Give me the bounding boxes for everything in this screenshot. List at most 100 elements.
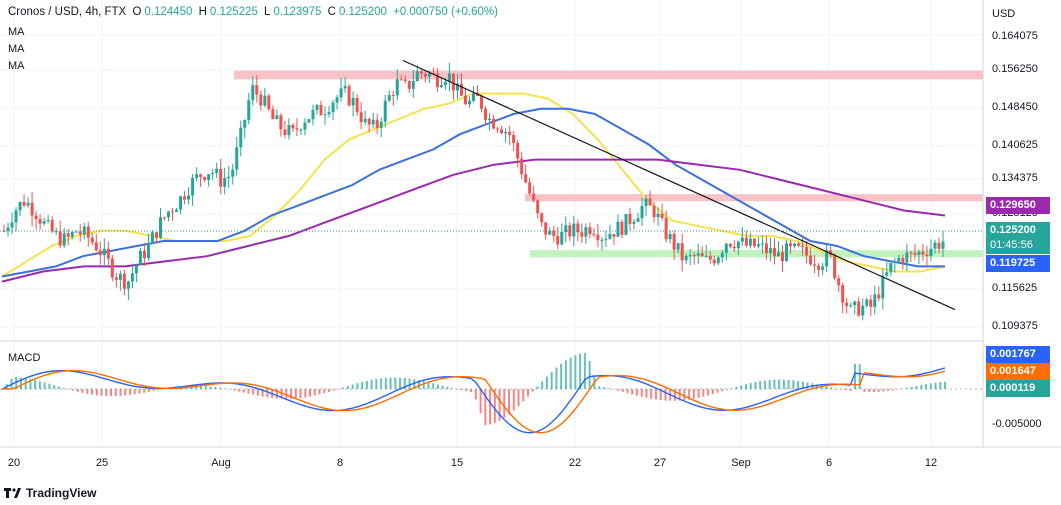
candle-up [668, 233, 672, 240]
candle-down [540, 213, 544, 223]
candle-up [881, 275, 885, 299]
time-tick: 15 [450, 457, 464, 469]
macd-histogram-bar [256, 389, 259, 396]
candle-up [150, 232, 154, 244]
candle-down [612, 234, 616, 237]
macd-signal-line [2, 369, 946, 434]
candle-down [516, 143, 520, 159]
candle-up [776, 252, 780, 257]
macd-histogram-bar [81, 389, 84, 393]
candle-down [628, 214, 632, 224]
macd-histogram-bar [735, 386, 738, 389]
last-price-tag: 0.125200 01:45:56 [986, 222, 1050, 254]
candle-down [423, 73, 427, 77]
brand[interactable]: TradingView [4, 486, 96, 500]
macd-histogram-bar [526, 389, 529, 397]
candle-up [126, 281, 130, 289]
macd-histogram-bar [872, 389, 875, 393]
candle-up [785, 243, 788, 262]
candle-down [648, 198, 652, 206]
trendline-segment [402, 59, 956, 311]
candle-down [937, 242, 941, 249]
macd-histogram-bar [124, 389, 127, 396]
macd-histogram-bar [337, 389, 340, 390]
candle-down [78, 231, 82, 235]
macd-histogram-bar [484, 389, 487, 426]
indicator-ma-3[interactable]: MA [8, 60, 25, 72]
macd-histogram-bar [441, 385, 444, 389]
macd-histogram-bar [147, 389, 150, 392]
candle-up [239, 127, 243, 148]
symbol-label[interactable]: Cronos / USD, 4h, FTX [8, 6, 127, 18]
candle-down [407, 80, 411, 89]
candle-up [636, 218, 640, 222]
macd-histogram-bar [43, 382, 46, 389]
macd-histogram-bar [62, 387, 65, 389]
macd-histogram-bar [579, 353, 582, 389]
macd-pane[interactable] [0, 352, 983, 434]
candle-up [740, 237, 744, 242]
macd-histogram-bar [228, 389, 231, 390]
candle-up [865, 299, 869, 306]
macd-histogram-bar [754, 381, 757, 389]
indicator-ma-1[interactable]: MA [8, 26, 25, 38]
macd-histogram-bar [574, 355, 577, 389]
candle-up [716, 257, 720, 264]
candle-down [829, 250, 833, 255]
candles[interactable] [2, 62, 945, 321]
indicator-ma-2[interactable]: MA [8, 43, 25, 55]
candle-up [231, 169, 235, 177]
time-tick: 8 [336, 457, 344, 469]
macd-tick: -0.005000 [992, 418, 1042, 430]
time-tick: 22 [568, 457, 582, 469]
time-tick: Sep [731, 457, 751, 469]
macd-histogram-bar [564, 360, 567, 389]
grid [0, 0, 983, 447]
candle-up [696, 253, 700, 256]
macd-histogram-bar [86, 389, 89, 394]
macd-histogram-bar [242, 389, 245, 393]
candle-up [311, 109, 315, 120]
macd-histogram-bar [109, 389, 112, 397]
candle-down [500, 129, 504, 134]
macd-histogram-bar [801, 381, 804, 389]
candle-down [544, 222, 548, 235]
trendline[interactable] [402, 59, 956, 311]
candle-down [789, 243, 793, 247]
macd-histogram-bar [602, 387, 605, 389]
candle-down [90, 237, 94, 243]
candle-up [885, 272, 889, 276]
candle-up [640, 205, 644, 219]
countdown-value: 01:45:56 [990, 239, 1033, 251]
macd-histogram-bar [157, 389, 160, 391]
macd-histogram-bar [588, 361, 591, 389]
ma-mid-tag: 0.119725 [986, 255, 1050, 272]
candle-down [556, 235, 560, 245]
candle-up [861, 305, 865, 316]
time-tick: 6 [825, 457, 833, 469]
candle-down [259, 94, 263, 106]
resistance-zone [234, 70, 983, 80]
macd-label[interactable]: MACD [8, 352, 41, 364]
macd-histogram-bar [778, 379, 781, 389]
candle-down [680, 243, 684, 261]
macd-histogram-bar [650, 389, 653, 399]
candle-up [688, 255, 692, 257]
macd-histogram-bar [479, 389, 482, 414]
macd-histogram-bar [640, 389, 643, 397]
macd-histogram-bar [470, 389, 473, 392]
candle-down [271, 109, 275, 120]
macd-histogram-bar [607, 388, 610, 389]
candle-up [191, 177, 195, 196]
candle-up [760, 243, 764, 245]
macd-histogram-bar [38, 381, 41, 389]
macd-histogram-bar [162, 389, 165, 390]
macd-histogram-bar [100, 389, 103, 396]
macd-histogram-bar [716, 389, 719, 393]
low-value: 0.123975 [273, 6, 322, 18]
macd-histogram-bar [152, 389, 155, 391]
macd-histogram-bar [408, 378, 411, 389]
macd-histogram-bar [659, 389, 662, 401]
candle-up [600, 239, 604, 241]
